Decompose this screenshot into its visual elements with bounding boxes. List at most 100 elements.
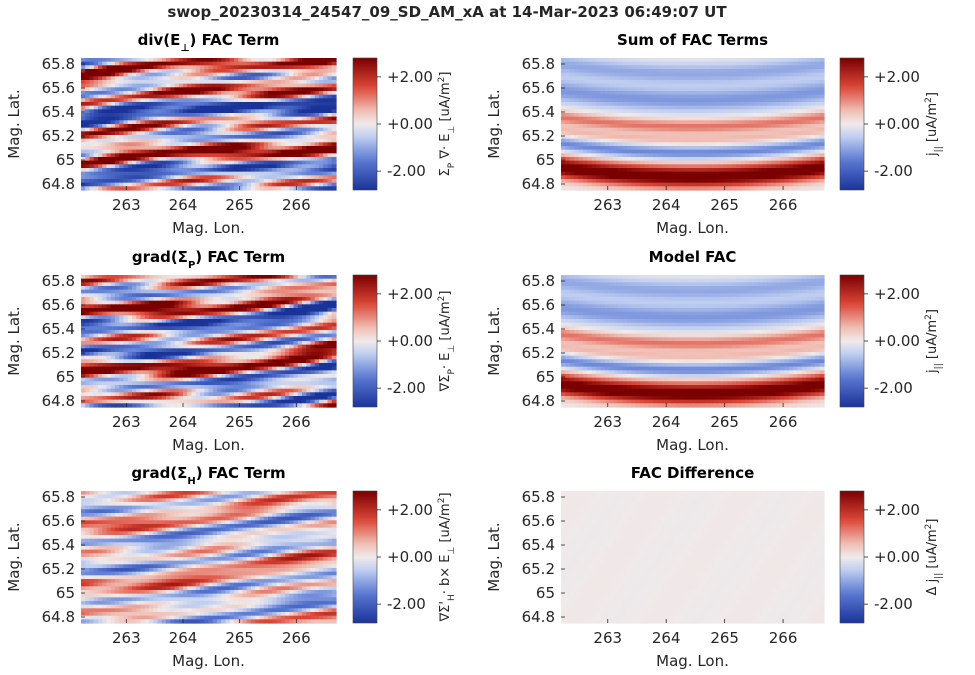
heatmap-cell xyxy=(170,171,176,176)
heatmap-cell xyxy=(140,164,146,169)
heatmap-cell xyxy=(297,94,303,99)
heatmap-cell xyxy=(89,160,95,165)
heatmap-cell xyxy=(276,275,282,280)
heatmap-cell xyxy=(587,80,593,85)
heatmap-cell xyxy=(613,175,619,180)
heatmap-cell xyxy=(569,171,575,176)
heatmap-cell xyxy=(661,69,667,74)
heatmap-cell xyxy=(819,80,825,85)
heatmap-cell xyxy=(157,297,163,302)
heatmap-cell xyxy=(174,179,180,184)
heatmap-cell xyxy=(327,102,333,107)
heatmap-cell xyxy=(234,278,239,283)
heatmap-cell xyxy=(212,168,218,173)
heatmap-cell xyxy=(166,308,171,313)
heatmap-cell xyxy=(208,157,214,162)
heatmap-cell xyxy=(259,65,265,70)
heatmap-cell xyxy=(259,278,265,283)
heatmap-cell xyxy=(297,135,303,140)
heatmap-cell xyxy=(775,160,781,165)
heatmap-cell xyxy=(701,142,707,147)
x-axis-label: Mag. Lon. xyxy=(172,219,245,237)
heatmap-cell xyxy=(314,179,320,184)
heatmap-cell xyxy=(200,275,205,280)
heatmap-cell xyxy=(718,160,724,165)
heatmap-cell xyxy=(153,61,159,66)
heatmap-cell xyxy=(797,98,803,103)
heatmap-cell xyxy=(613,142,619,147)
heatmap-cell xyxy=(758,65,764,70)
heatmap-cell xyxy=(626,76,632,81)
heatmap-cell xyxy=(793,58,799,63)
heatmap-cell xyxy=(666,186,672,191)
heatmap-cell xyxy=(297,61,303,66)
heatmap-cell xyxy=(187,102,193,107)
heatmap-cell xyxy=(310,94,316,99)
heatmap-cell xyxy=(775,69,781,74)
heatmap-cell xyxy=(208,286,214,291)
heatmap-cell xyxy=(285,171,290,176)
heatmap-cell xyxy=(166,300,171,305)
heatmap-cell xyxy=(144,304,150,309)
heatmap-cell xyxy=(144,300,150,305)
heatmap-cell xyxy=(306,138,312,143)
heatmap-cell xyxy=(331,120,337,125)
heatmap-cell xyxy=(140,186,146,191)
heatmap-cell xyxy=(635,120,641,125)
heatmap-cell xyxy=(217,76,222,81)
heatmap-cell xyxy=(775,149,781,154)
heatmap-cell xyxy=(718,109,724,114)
heatmap-cell xyxy=(819,120,825,125)
heatmap-cell xyxy=(688,113,694,118)
heatmap-cell xyxy=(696,116,702,121)
heatmap-cell xyxy=(679,171,685,176)
heatmap-cell xyxy=(666,160,672,165)
heatmap-cell xyxy=(696,131,702,136)
heatmap-cell xyxy=(285,87,290,92)
heatmap-cell xyxy=(174,131,180,136)
heatmap-cell xyxy=(710,127,716,132)
heatmap-cell xyxy=(323,300,329,305)
heatmap-cell xyxy=(736,87,742,92)
heatmap-cell xyxy=(119,175,125,180)
heatmap-cell xyxy=(263,91,269,96)
heatmap-cell xyxy=(238,113,244,118)
heatmap-cell xyxy=(639,102,645,107)
heatmap-cell xyxy=(683,61,689,66)
heatmap-cell xyxy=(195,164,201,169)
heatmap-cell xyxy=(310,80,316,85)
heatmap-cell xyxy=(596,120,602,125)
heatmap-cell xyxy=(170,98,176,103)
heatmap-cell xyxy=(178,179,184,184)
heatmap-cell xyxy=(617,105,623,110)
heatmap-cell xyxy=(670,120,676,125)
heatmap-cell xyxy=(187,304,193,309)
heatmap-cell xyxy=(613,102,619,107)
heatmap-cell xyxy=(212,83,218,88)
heatmap-cell xyxy=(679,164,685,169)
heatmap-cell xyxy=(191,146,197,151)
heatmap-cell xyxy=(731,65,737,70)
heatmap-cell xyxy=(587,135,593,140)
heatmap-cell xyxy=(81,293,86,298)
heatmap-cell xyxy=(806,146,812,151)
heatmap-cell xyxy=(157,124,163,129)
heatmap-cell xyxy=(106,146,112,151)
heatmap-cell xyxy=(140,105,146,110)
heatmap-cell xyxy=(157,164,163,169)
heatmap-cell xyxy=(600,80,606,85)
heatmap-cell xyxy=(195,293,201,298)
heatmap-cell xyxy=(727,160,733,165)
heatmap-cell xyxy=(714,149,720,154)
heatmap-cell xyxy=(302,135,307,140)
heatmap-cell xyxy=(170,94,176,99)
heatmap-cell xyxy=(153,168,159,173)
heatmap-cell xyxy=(802,91,808,96)
heatmap-cell xyxy=(285,105,290,110)
heatmap-cell xyxy=(102,157,108,162)
heatmap-cell xyxy=(644,80,650,85)
heatmap-cell xyxy=(98,65,103,70)
heatmap-cell xyxy=(272,138,278,143)
heatmap-cell xyxy=(183,102,188,107)
heatmap-cell xyxy=(740,164,746,169)
